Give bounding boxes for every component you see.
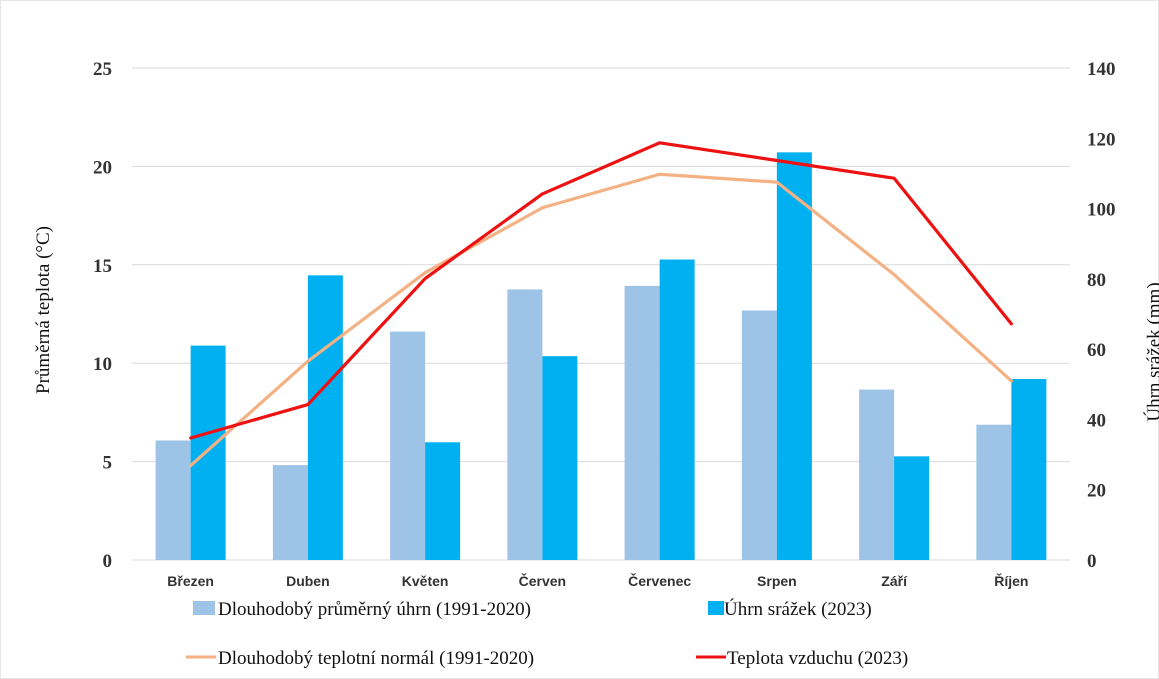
bar-longterm-precip [741,310,777,560]
left-tick-label: 0 [103,551,113,572]
x-axis-ticks: Březen Duben Květen Červen Červenec Srpen Září… [167,572,1028,589]
bar-precip-2023 [542,356,578,560]
right-tick-label: 40 [1087,410,1106,431]
left-tick-label: 25 [93,59,112,80]
x-tick-label: Říjen [994,572,1028,589]
x-tick-label: Srpen [757,573,797,589]
left-tick-label: 10 [93,354,112,375]
bar-longterm-precip [507,289,543,560]
legend-label-temp-normal: Dlouhodobý teplotní normál (1991-2020) [218,648,534,669]
bar-precip-2023 [776,152,812,561]
line-temp-normal [189,172,1013,468]
right-axis-ticks: 0 20 40 60 80 100 120 140 [1087,59,1116,572]
line-series [189,141,1013,468]
left-tick-label: 15 [93,256,112,277]
right-axis-title: Úhrn srážek (mm) [1143,282,1159,421]
right-tick-label: 80 [1087,270,1106,291]
bar-precip-2023 [659,259,695,560]
left-tick-label: 5 [103,453,113,474]
bar-precip-2023 [190,345,226,560]
x-tick-label: Březen [167,573,214,589]
left-axis-ticks: 0 5 10 15 20 25 [93,59,112,572]
bar-precip-2023 [307,275,343,560]
x-tick-label: Září [881,573,908,589]
legend-label-precip-2023: Úhrn srážek (2023) [724,598,872,620]
bar-longterm-precip [390,331,426,560]
left-axis-title: Průměrná teplota (°C) [33,226,54,394]
bar-precip-2023 [425,442,461,560]
right-tick-label: 140 [1087,59,1116,80]
legend-label-temp-2023: Teplota vzduchu (2023) [727,648,908,669]
bar-longterm-precip [859,389,895,560]
right-tick-label: 20 [1087,481,1106,502]
right-tick-label: 100 [1087,200,1116,221]
bar-longterm-precip [976,424,1012,560]
legend: Dlouhodobý průměrný úhrn (1991-2020) Úhr… [186,598,908,669]
line-temp-2023 [189,141,1013,440]
right-tick-label: 60 [1087,340,1106,361]
bar-longterm-precip [272,465,308,560]
legend-swatch-precip-2023 [708,601,724,615]
bar-precip-2023 [1011,379,1047,560]
legend-label-longterm-precip: Dlouhodobý průměrný úhrn (1991-2020) [218,599,531,620]
x-tick-label: Červenec [628,572,691,589]
gridlines [132,67,1070,561]
x-tick-label: Květen [402,573,449,589]
bar-precip-2023 [894,456,930,560]
left-tick-label: 20 [93,157,112,178]
x-tick-label: Duben [286,573,330,589]
legend-swatch-longterm-precip [193,601,215,615]
bar-longterm-precip [155,440,191,560]
bar-longterm-precip [624,285,660,560]
right-tick-label: 0 [1087,551,1097,572]
x-tick-label: Červen [519,572,566,589]
right-tick-label: 120 [1087,129,1116,150]
bar-series [155,152,1047,561]
